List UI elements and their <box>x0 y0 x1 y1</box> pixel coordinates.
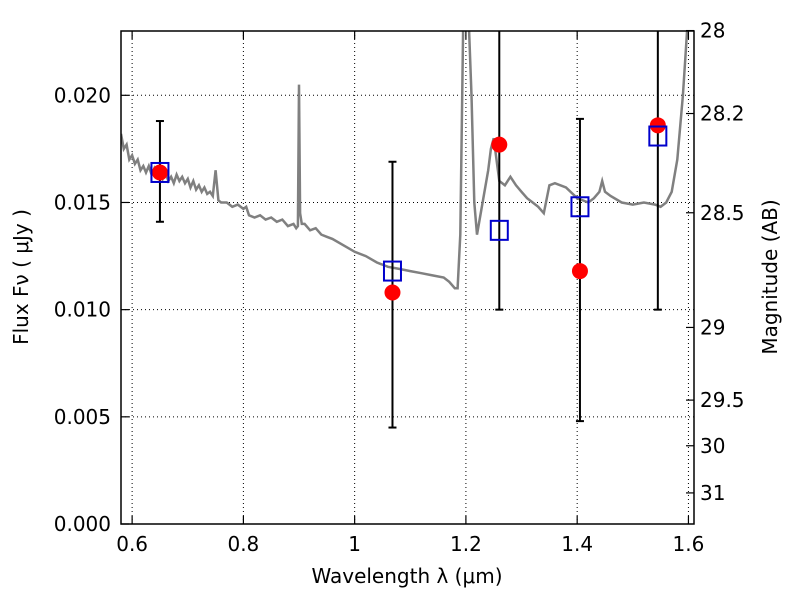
right-tick-label: 29 <box>700 315 725 339</box>
axis-ticks <box>121 29 694 525</box>
x-tick-label: 1.2 <box>450 532 482 556</box>
x-tick-label: 0.8 <box>227 532 259 556</box>
plot-frame <box>120 30 695 525</box>
observed-point <box>649 117 666 134</box>
plot-area <box>121 31 689 429</box>
x-tick-label: 1.6 <box>673 532 705 556</box>
synthetic-point <box>570 196 590 218</box>
model-spectrum-line <box>121 31 689 290</box>
errorbars <box>155 31 662 429</box>
grid-lines <box>121 31 694 525</box>
y-tick-labels: 0.000 0.005 0.010 0.015 0.020 <box>54 83 111 536</box>
synthetic-point <box>648 125 668 147</box>
right-tick-label: 31 <box>700 481 725 505</box>
y-tick-label: 0.000 <box>54 512 111 536</box>
x-axis-label: Wavelength λ (μm) <box>311 564 502 588</box>
right-tick-label: 28.5 <box>700 201 745 225</box>
observed-points <box>151 117 666 301</box>
synthetic-point <box>489 219 509 241</box>
observed-point <box>384 284 401 301</box>
x-tick-label: 1.4 <box>561 532 593 556</box>
y-tick-label: 0.010 <box>54 298 111 322</box>
y-tick-label: 0.020 <box>54 83 111 107</box>
right-tick-label: 28 <box>700 19 725 43</box>
observed-point <box>571 263 588 280</box>
y-axis-label: Flux Fν ( μJy ) <box>9 209 33 345</box>
right-tick-label: 28.2 <box>700 102 745 126</box>
observed-point <box>151 164 168 181</box>
x-tick-labels: 0.6 0.8 1 1.2 1.4 1.6 <box>116 532 704 556</box>
y-tick-label: 0.015 <box>54 190 111 214</box>
right-tick-labels: 28 28.2 28.5 29 29.5 30 31 <box>700 19 745 505</box>
x-tick-label: 1 <box>348 532 361 556</box>
y-tick-label: 0.005 <box>54 405 111 429</box>
x-tick-label: 0.6 <box>116 532 148 556</box>
right-axis-label: Magnitude (AB) <box>758 199 782 354</box>
right-tick-label: 29.5 <box>700 388 745 412</box>
observed-point <box>491 136 508 153</box>
synthetic-point <box>150 161 170 183</box>
synthetic-points <box>150 125 668 282</box>
right-tick-label: 30 <box>700 434 725 458</box>
synthetic-point <box>382 260 402 282</box>
